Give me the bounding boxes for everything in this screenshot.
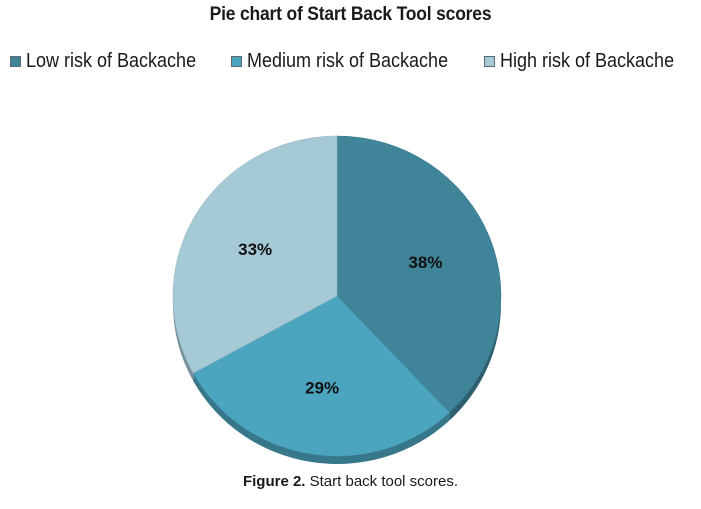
legend-swatch-medium-risk <box>231 55 242 67</box>
legend-item-low-risk: Low risk of Backache <box>10 48 215 74</box>
pie-side-depth <box>173 296 501 464</box>
legend-item-high-risk: High risk of Backache <box>484 48 693 74</box>
pie-slices <box>172 135 502 457</box>
legend-label-medium-risk: Medium risk of Backache <box>247 49 449 72</box>
figure-caption: Figure 2. Start back tool scores. <box>0 473 701 490</box>
data-label-low-risk: 38% <box>408 253 442 272</box>
caption-label: Figure 2. <box>242 473 306 490</box>
pie-slice-high-risk <box>172 135 338 374</box>
data-label-medium-risk: 29% <box>305 379 339 398</box>
pie-chart: 38% 29% 33% <box>172 135 502 464</box>
legend-label-high-risk: High risk of Backache <box>500 49 675 72</box>
pie-side-high-risk <box>173 296 194 382</box>
legend-item-medium-risk: Medium risk of Backache <box>231 48 470 74</box>
legend-swatch-high-risk <box>484 55 495 67</box>
chart-legend: Low risk of Backache Medium risk of Back… <box>10 48 700 74</box>
pie-side-medium-risk <box>193 373 450 464</box>
chart-title: Pie chart of Start Back Tool scores <box>209 4 492 25</box>
pie-slice-low-risk <box>336 135 502 413</box>
caption-text: Start back tool scores. <box>305 473 459 490</box>
pie-slice-medium-risk <box>192 295 450 457</box>
legend-label-low-risk: Low risk of Backache <box>26 49 197 72</box>
pie-labels: 38% 29% 33% <box>238 240 442 398</box>
pie-side-low-risk <box>449 296 501 421</box>
data-label-high-risk: 33% <box>238 240 272 259</box>
legend-swatch-low-risk <box>10 55 21 67</box>
